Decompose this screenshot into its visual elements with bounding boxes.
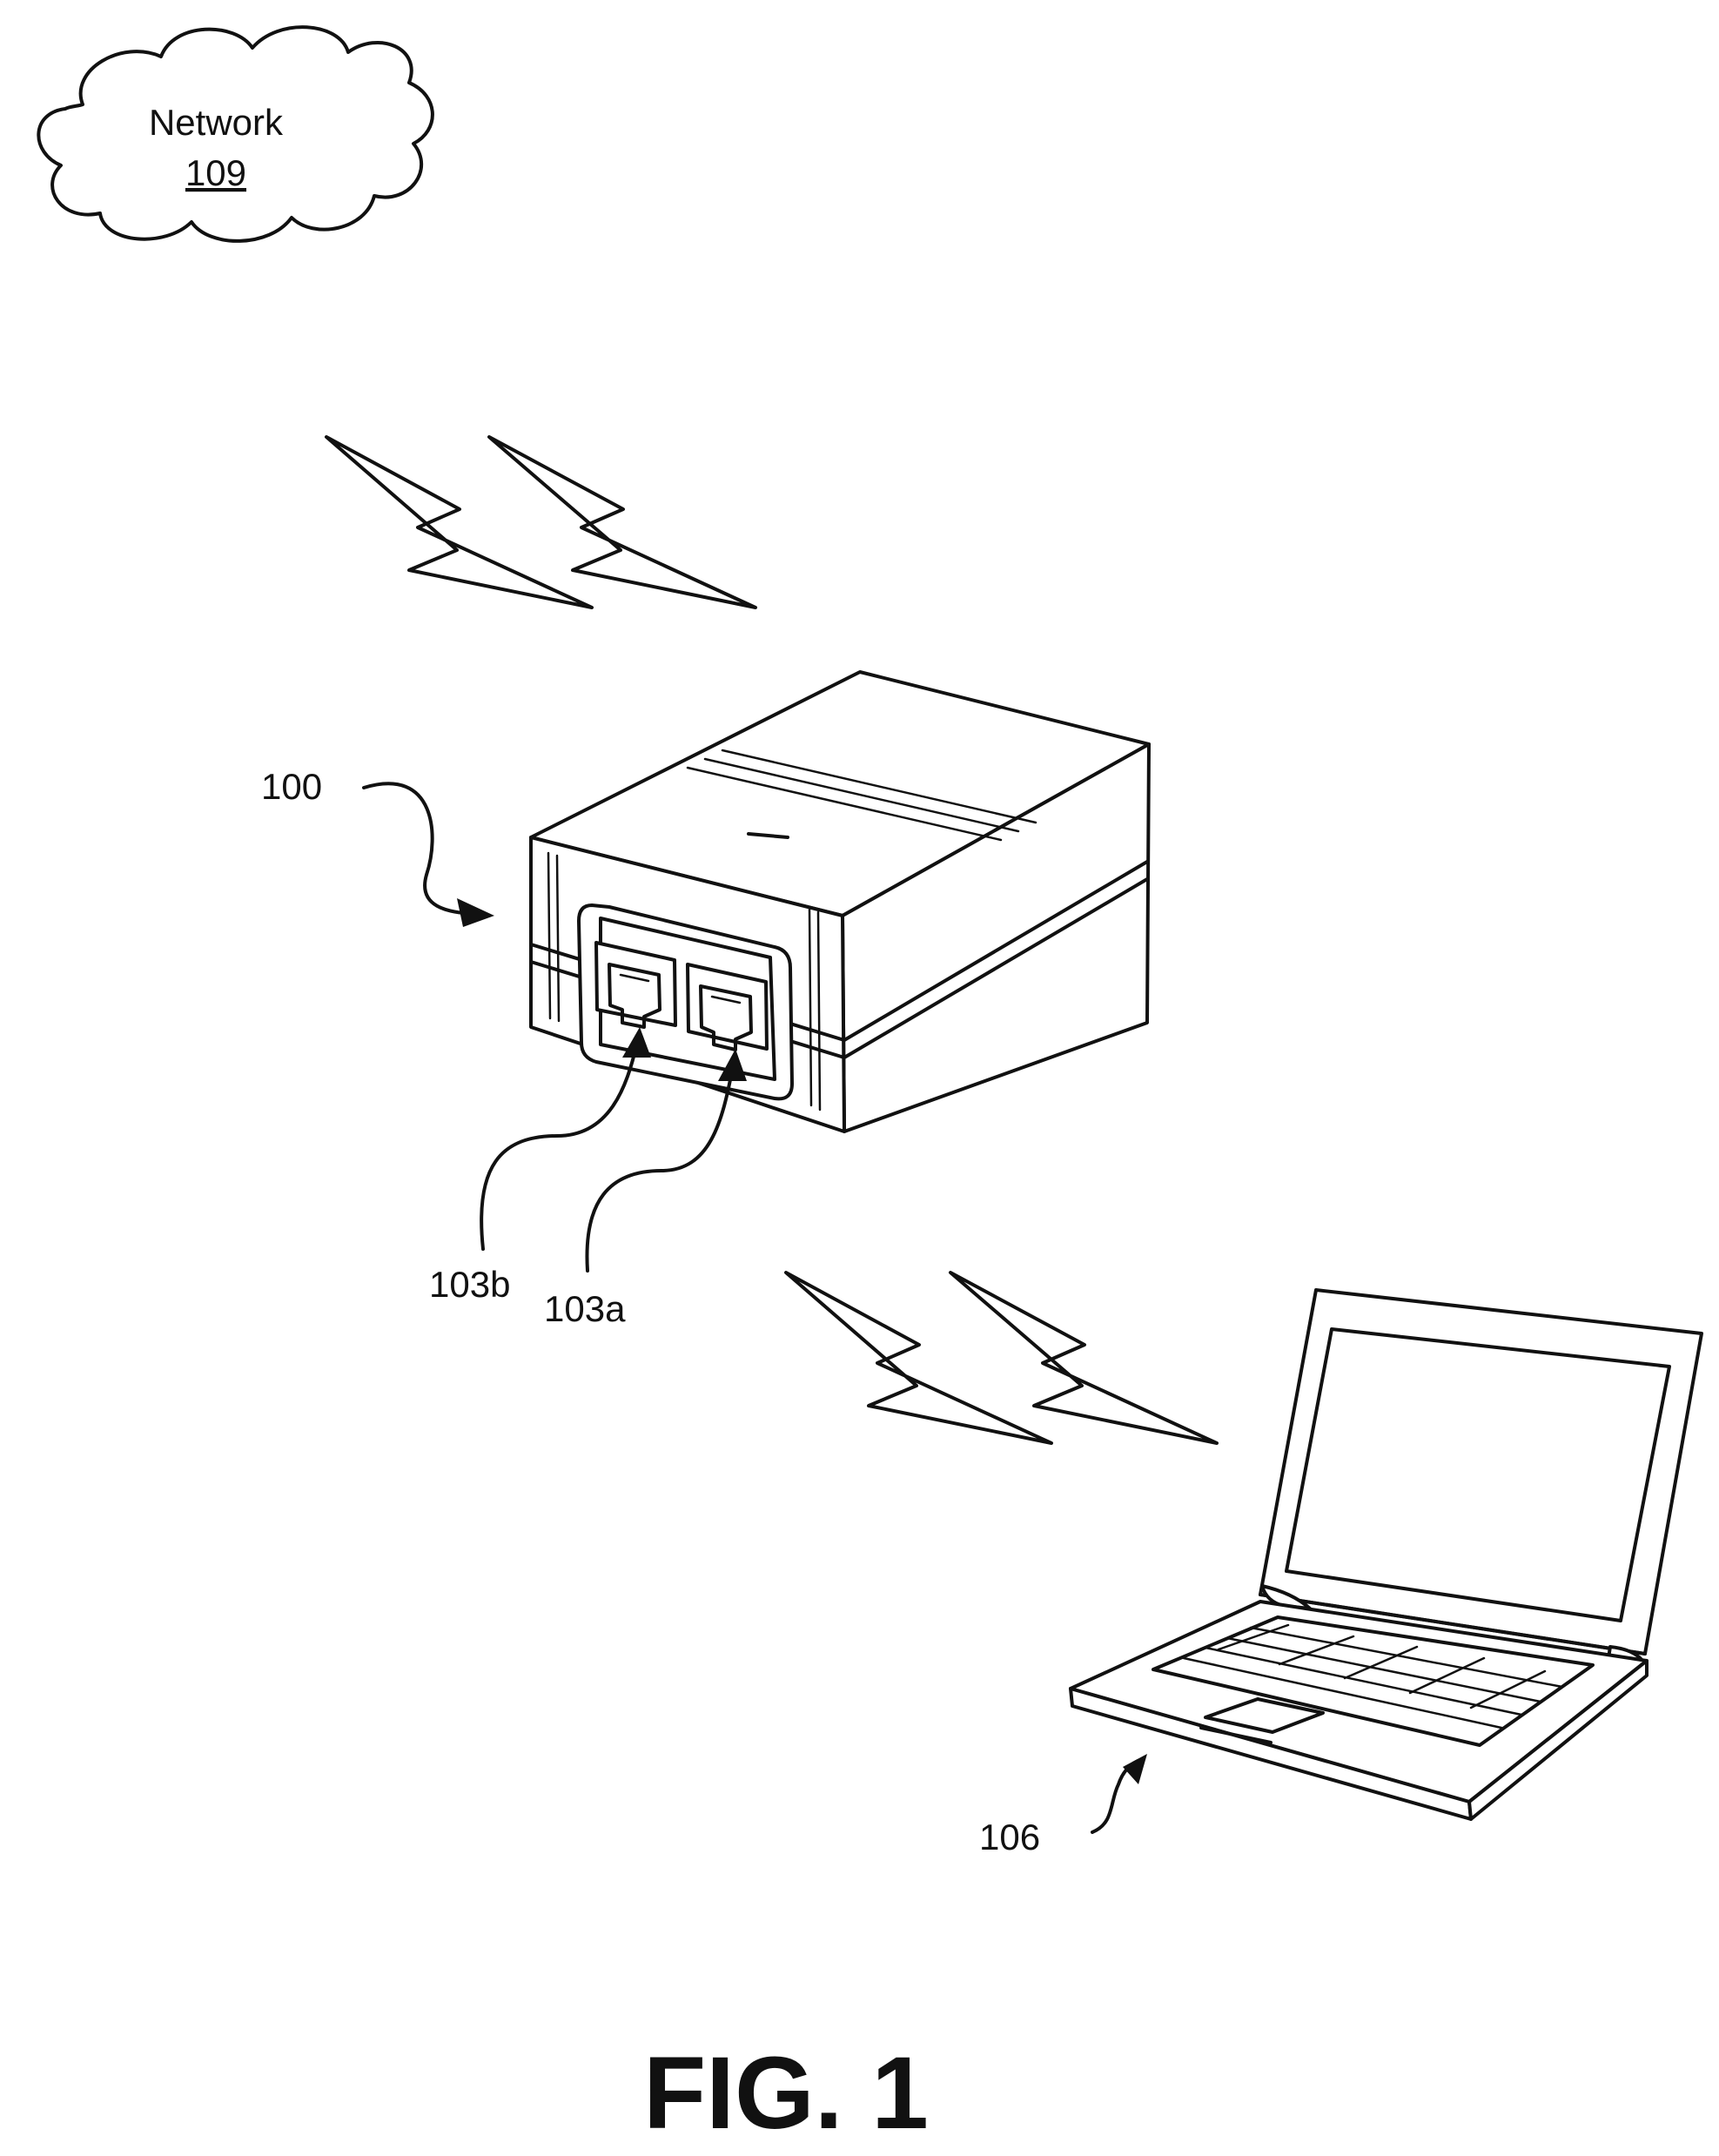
device-ref-label: 100 (261, 766, 322, 807)
network-ref: 109 (185, 152, 246, 193)
laptop-client (1071, 1290, 1702, 1819)
arrowhead-icon (1123, 1754, 1147, 1784)
port-a-ref-label: 103a (544, 1288, 626, 1329)
port-a-leader-arrow (587, 1066, 733, 1271)
wireless-signal-icon (326, 437, 592, 608)
network-device (531, 672, 1149, 1132)
port-b-leader-arrow (481, 1043, 637, 1249)
wireless-signal-icon (786, 1273, 1051, 1443)
laptop-ref-label: 106 (979, 1817, 1040, 1857)
network-cloud: Network 109 (38, 27, 433, 241)
network-label: Network (149, 102, 284, 143)
port-b-ref-label: 103b (429, 1264, 510, 1305)
figure-caption: FIG. 1 (643, 2036, 929, 2151)
arrowhead-icon (457, 898, 494, 927)
device-leader-arrow (364, 783, 483, 914)
